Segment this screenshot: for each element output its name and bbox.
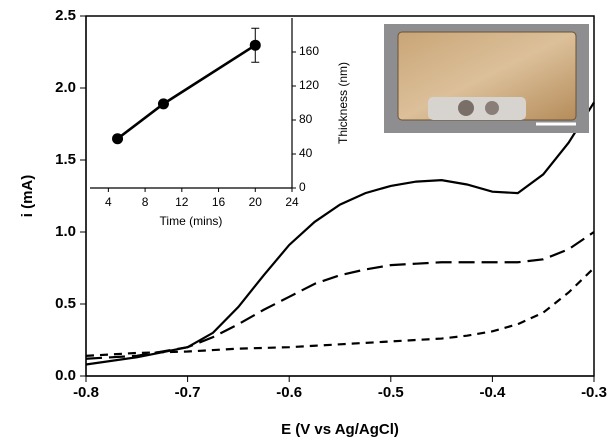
x-tick-label: 20 bbox=[249, 195, 263, 209]
x-tick-label: -0.3 bbox=[581, 384, 607, 401]
y-tick-label: 160 bbox=[299, 44, 319, 58]
x-tick-label: -0.5 bbox=[378, 384, 404, 401]
x-tick-label: 24 bbox=[285, 195, 299, 209]
data-point bbox=[112, 133, 124, 145]
x-tick-label: 4 bbox=[105, 195, 112, 209]
y-tick-label: 2.0 bbox=[55, 79, 76, 96]
data-point bbox=[157, 98, 169, 110]
y-tick-label: 1.0 bbox=[55, 223, 76, 240]
x-axis-label: Time (mins) bbox=[160, 214, 223, 228]
y-tick-label: 40 bbox=[299, 146, 313, 160]
inset-chart: 4 8 12 16 20 240 40 80 120 160 Time (mins) Thicknes… bbox=[90, 18, 350, 228]
x-tick-label: -0.6 bbox=[276, 384, 302, 401]
y-tick-label: 0 bbox=[299, 180, 306, 194]
y-tick-label: 0.0 bbox=[55, 367, 76, 384]
y-tick-label: 2.5 bbox=[55, 7, 76, 24]
photo-inset bbox=[384, 24, 589, 133]
x-tick-label: -0.8 bbox=[73, 384, 99, 401]
plot-background bbox=[90, 18, 292, 188]
y-tick-label: 80 bbox=[299, 112, 313, 126]
photo-contact bbox=[428, 97, 526, 120]
y-tick-label: 1.5 bbox=[55, 151, 76, 168]
x-tick-label: -0.4 bbox=[479, 384, 506, 401]
data-line bbox=[85, 231, 595, 360]
photo-spot bbox=[458, 100, 474, 116]
data-line bbox=[85, 101, 595, 366]
x-tick-label: 8 bbox=[142, 195, 149, 209]
data-line bbox=[85, 267, 595, 357]
x-tick-label: 12 bbox=[175, 195, 189, 209]
y-axis-label: Thickness (nm) bbox=[336, 62, 350, 144]
data-point bbox=[249, 39, 261, 51]
x-axis-label: E (V vs Ag/AgCl) bbox=[281, 421, 399, 438]
x-tick-label: 16 bbox=[212, 195, 226, 209]
photo-spot bbox=[485, 101, 499, 115]
x-tick-label: -0.7 bbox=[175, 384, 201, 401]
y-axis-label: i (mA) bbox=[19, 175, 36, 218]
y-tick-label: 0.5 bbox=[55, 295, 76, 312]
y-tick-label: 120 bbox=[299, 78, 319, 92]
